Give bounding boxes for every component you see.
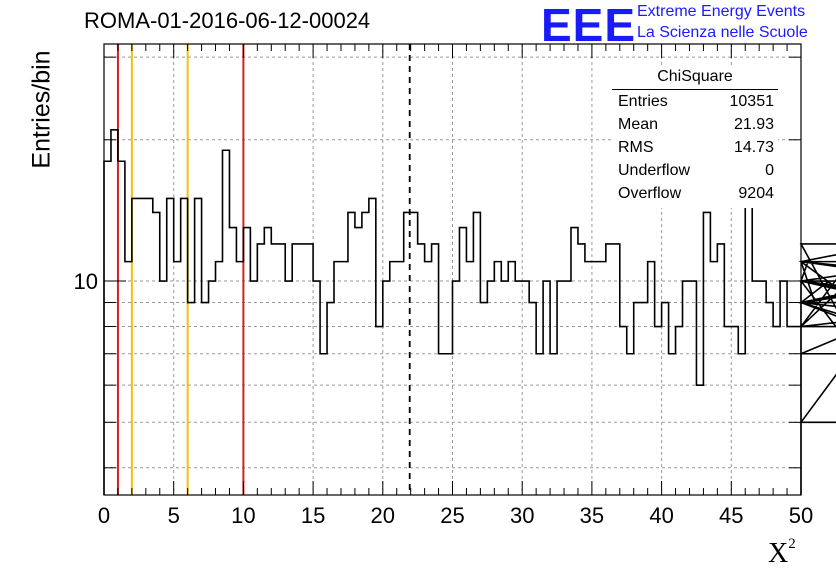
stats-value: 9204 bbox=[738, 185, 774, 202]
stats-value: 14.73 bbox=[733, 139, 774, 156]
stats-key: Underflow bbox=[618, 162, 691, 179]
stats-key: Mean bbox=[618, 116, 659, 133]
x-tick-label: 20 bbox=[371, 503, 395, 528]
histogram-line bbox=[103, 129, 836, 495]
y-axis-label: Entries/bin bbox=[27, 50, 56, 169]
axis-tick-labels: 0 5 10 15 20 25 30 35 40 45 50 10 bbox=[74, 269, 814, 528]
x-tick-label: 40 bbox=[649, 503, 673, 528]
reference-lines bbox=[116, 44, 411, 495]
x-tick-label: 10 bbox=[231, 503, 255, 528]
stats-key: Entries bbox=[618, 93, 668, 110]
x-tick-label: 5 bbox=[168, 503, 180, 528]
stats-divider bbox=[612, 89, 778, 90]
x-tick-label: 15 bbox=[301, 503, 325, 528]
x-axis-label: X2 bbox=[768, 535, 796, 569]
x-tick-label: 45 bbox=[719, 503, 743, 528]
stats-box: ChiSquare Entries 10351 Mean 21.93 RMS 1… bbox=[612, 66, 778, 208]
y-tick-label: 10 bbox=[74, 269, 98, 294]
stats-value: 21.93 bbox=[733, 116, 774, 133]
stats-key: RMS bbox=[618, 139, 654, 156]
x-tick-label: 50 bbox=[789, 503, 813, 528]
stats-key: Overflow bbox=[618, 185, 682, 202]
eee-logo-line2: La Scienza nelle Scuole bbox=[637, 24, 808, 41]
x-tick-label: 30 bbox=[510, 503, 534, 528]
x-tick-label: 25 bbox=[440, 503, 464, 528]
stats-title: ChiSquare bbox=[657, 68, 733, 85]
x-tick-label: 0 bbox=[98, 503, 110, 528]
chart-title: ROMA-01-2016-06-12-00024 bbox=[84, 8, 371, 33]
eee-logo-mark: EEE bbox=[541, 0, 637, 51]
axis-ticks bbox=[103, 44, 802, 495]
eee-logo-line1: Extreme Energy Events bbox=[637, 3, 806, 20]
stats-value: 0 bbox=[765, 162, 774, 179]
stats-value: 10351 bbox=[729, 93, 775, 110]
x-tick-label: 35 bbox=[580, 503, 604, 528]
